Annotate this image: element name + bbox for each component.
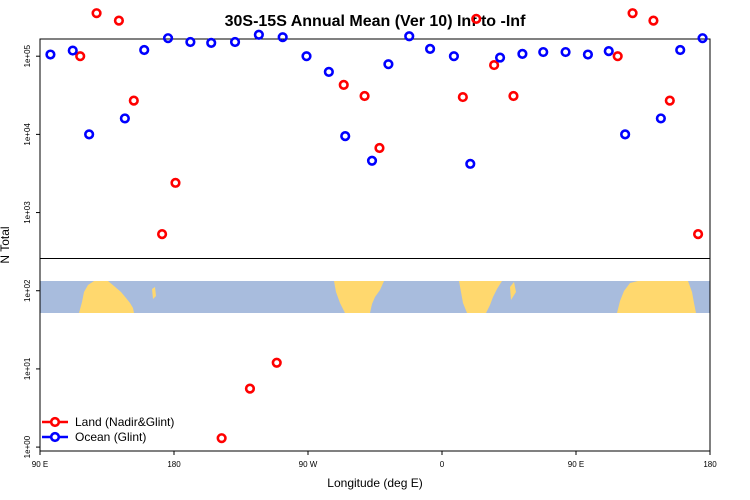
- map-land-madagascar: [152, 287, 156, 299]
- data-point: [508, 90, 519, 102]
- data-point: [603, 46, 614, 57]
- data-point: [67, 45, 78, 56]
- data-point: [374, 142, 385, 154]
- x-axis: 90 E 180 90 W 0 90 E 180: [32, 451, 717, 469]
- data-point: [271, 357, 282, 368]
- y-tick-label: 1e+00: [23, 435, 32, 458]
- data-point: [664, 95, 675, 106]
- data-point: [359, 90, 370, 102]
- x-tick-label: 90 W: [299, 460, 318, 469]
- data-point: [648, 15, 659, 26]
- y-tick-label: 1e+01: [23, 357, 32, 380]
- y-tick-label: 1e+03: [23, 201, 32, 224]
- legend-label: Land (Nadir&Glint): [75, 415, 174, 429]
- y-tick-label: 1e+05: [23, 44, 32, 67]
- data-point: [457, 91, 468, 103]
- data-point: [560, 46, 571, 58]
- data-point: [113, 15, 125, 26]
- data-point: [229, 36, 241, 48]
- data-point: [185, 36, 196, 48]
- x-tick-label: 90 E: [568, 460, 584, 469]
- data-point: [471, 13, 482, 24]
- map-land-africa: [79, 281, 134, 313]
- data-point: [465, 158, 476, 169]
- data-point: [156, 229, 168, 240]
- y-tick-label: 1e+04: [23, 123, 32, 146]
- plot-frame: [39, 38, 711, 452]
- data-point: [692, 229, 704, 240]
- series-0: [75, 8, 704, 444]
- data-point: [216, 433, 227, 444]
- y-tick-label: 1e+02: [23, 279, 32, 302]
- data-point: [162, 33, 174, 44]
- data-point: [675, 44, 686, 56]
- data-point: [119, 113, 130, 124]
- x-tick-label: 90 E: [32, 460, 48, 469]
- legend-label: Ocean (Glint): [75, 430, 146, 444]
- data-point: [655, 113, 666, 124]
- data-point: [424, 43, 436, 54]
- data-point: [340, 131, 351, 142]
- data-point: [538, 46, 549, 58]
- data-point: [170, 177, 181, 188]
- data-point: [91, 8, 102, 19]
- data-point: [75, 51, 86, 62]
- data-point: [139, 44, 150, 56]
- data-point: [494, 52, 506, 63]
- legend-marker: [49, 416, 61, 428]
- data-points: [45, 8, 708, 444]
- data-point: [366, 155, 378, 166]
- x-axis-label: Longitude (deg E): [327, 476, 422, 490]
- data-point: [627, 8, 638, 19]
- data-point: [448, 51, 460, 62]
- data-point: [84, 129, 95, 140]
- x-tick-label: 180: [703, 460, 717, 469]
- data-point: [612, 51, 623, 62]
- map-land-madagascar-center: [510, 282, 516, 300]
- map-land-africa-center: [459, 281, 502, 313]
- legend-marker: [49, 431, 61, 443]
- map-land-south-america: [334, 281, 384, 313]
- y-axis: 1e+00 1e+01 1e+02 1e+03 1e+04 1e+05: [23, 44, 40, 458]
- map-strip: [40, 281, 710, 313]
- data-point: [383, 59, 394, 70]
- data-point: [582, 49, 594, 60]
- data-point: [206, 37, 217, 48]
- data-point: [301, 51, 312, 62]
- data-point: [620, 129, 631, 140]
- data-point: [517, 48, 528, 60]
- data-point: [277, 32, 288, 43]
- data-point: [404, 31, 415, 42]
- map-land-australia: [617, 281, 696, 313]
- data-point: [244, 383, 256, 394]
- data-point: [45, 49, 56, 60]
- series-1: [45, 29, 708, 169]
- legend: Land (Nadir&Glint)Ocean (Glint): [42, 415, 174, 444]
- data-point: [338, 79, 349, 90]
- y-axis-label: N Total: [0, 226, 12, 263]
- x-tick-label: 180: [167, 460, 181, 469]
- data-point: [697, 33, 708, 44]
- data-point: [323, 66, 334, 77]
- data-point: [489, 59, 500, 71]
- chart-title: 30S-15S Annual Mean (Ver 10) Inf to -Inf: [225, 13, 526, 30]
- data-point: [128, 95, 139, 106]
- data-point: [253, 29, 264, 40]
- x-tick-label: 0: [440, 460, 445, 469]
